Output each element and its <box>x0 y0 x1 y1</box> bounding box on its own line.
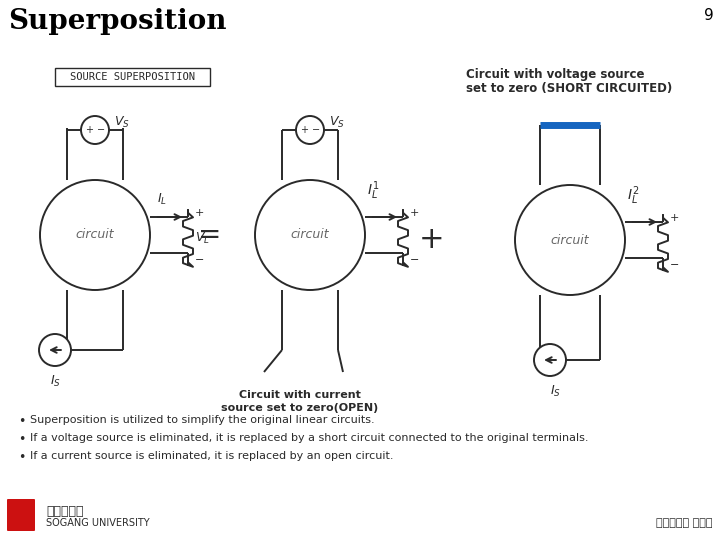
FancyBboxPatch shape <box>7 499 35 531</box>
Text: Superposition is utilized to simplify the original linear circuits.: Superposition is utilized to simplify th… <box>30 415 374 425</box>
Circle shape <box>81 116 109 144</box>
Text: If a current source is eliminated, it is replaced by an open circuit.: If a current source is eliminated, it is… <box>30 451 394 461</box>
Circle shape <box>39 334 71 366</box>
Text: $V_S$: $V_S$ <box>114 114 130 130</box>
Text: −: − <box>195 255 204 265</box>
Text: •: • <box>18 433 25 446</box>
Text: Circuit with voltage source: Circuit with voltage source <box>466 68 644 81</box>
Text: circuit: circuit <box>291 228 329 241</box>
Text: −: − <box>670 260 680 270</box>
Text: source set to zero(OPEN): source set to zero(OPEN) <box>221 403 379 413</box>
Text: 9: 9 <box>704 8 714 23</box>
Text: If a voltage source is eliminated, it is replaced by a short circuit connected t: If a voltage source is eliminated, it is… <box>30 433 588 443</box>
Circle shape <box>515 185 625 295</box>
Text: SOGANG UNIVERSITY: SOGANG UNIVERSITY <box>46 518 150 528</box>
Text: •: • <box>18 415 25 428</box>
Text: $I_S$: $I_S$ <box>50 374 60 389</box>
Circle shape <box>534 344 566 376</box>
Text: 전자공학과 이행선: 전자공학과 이행선 <box>655 518 712 528</box>
Text: circuit: circuit <box>551 233 589 246</box>
Text: $I_L^1$: $I_L^1$ <box>367 179 379 202</box>
Bar <box>55 68 210 86</box>
Text: $I_L$: $I_L$ <box>157 192 167 207</box>
Text: =: = <box>198 221 222 249</box>
Text: +: + <box>195 208 204 218</box>
Text: Superposition: Superposition <box>8 8 227 35</box>
Text: 서강대학교: 서강대학교 <box>46 505 84 518</box>
Text: −: − <box>312 125 320 135</box>
Text: +: + <box>85 125 93 135</box>
Text: circuit: circuit <box>76 228 114 241</box>
Text: set to zero (SHORT CIRCUITED): set to zero (SHORT CIRCUITED) <box>466 82 672 95</box>
Text: $V_S$: $V_S$ <box>329 114 345 130</box>
Text: −: − <box>410 255 419 265</box>
Circle shape <box>255 180 365 290</box>
Text: SOURCE SUPERPOSITION: SOURCE SUPERPOSITION <box>70 72 195 82</box>
Text: −: − <box>97 125 105 135</box>
Circle shape <box>296 116 324 144</box>
Text: +: + <box>410 208 419 218</box>
Text: +: + <box>300 125 307 135</box>
Text: +: + <box>419 226 445 254</box>
Text: •: • <box>18 451 25 464</box>
Circle shape <box>40 180 150 290</box>
Text: +: + <box>670 213 680 223</box>
Text: $I_L^2$: $I_L^2$ <box>627 184 639 207</box>
Text: Circuit with current: Circuit with current <box>239 390 361 400</box>
Text: $I_S$: $I_S$ <box>549 384 560 399</box>
Text: $V_L$: $V_L$ <box>195 231 210 246</box>
